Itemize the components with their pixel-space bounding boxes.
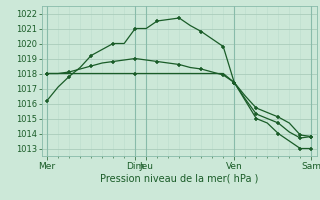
X-axis label: Pression niveau de la mer( hPa ): Pression niveau de la mer( hPa ) (100, 173, 258, 183)
